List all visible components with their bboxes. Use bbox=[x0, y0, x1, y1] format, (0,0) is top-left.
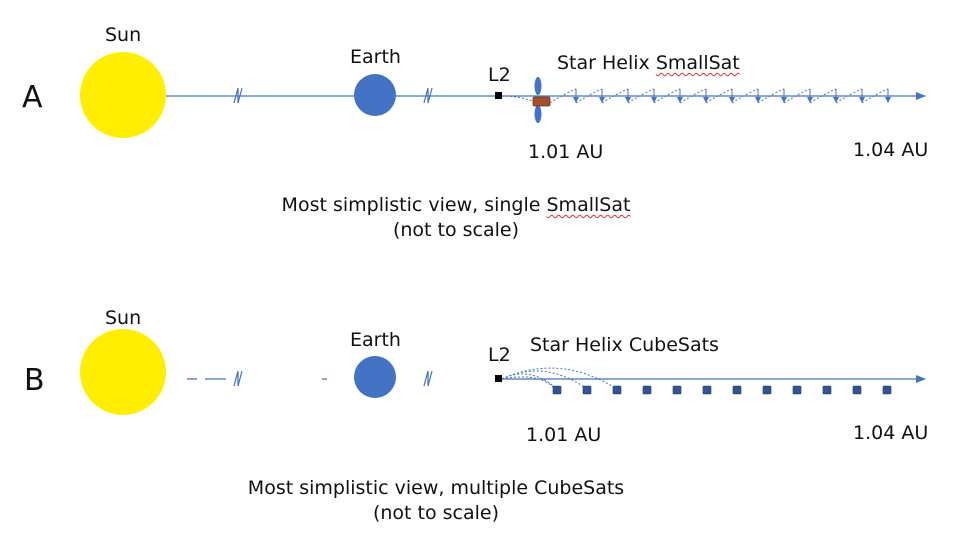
panel-a-caption-line1: Most simplistic view, single SmallSat bbox=[236, 193, 676, 218]
panel-a-au-start: 1.01 AU bbox=[528, 141, 604, 163]
panel-b-cubesats bbox=[552, 385, 892, 395]
panel-b-caption-line1: Most simplistic view, multiple CubeSats bbox=[247, 477, 625, 499]
panel-a-au-end: 1.04 AU bbox=[853, 139, 929, 161]
panel-b-title: Star Helix CubeSats bbox=[530, 334, 719, 356]
panel-a-title: Star Helix SmallSat bbox=[557, 54, 740, 73]
panel-a-caption-flagged: SmallSat bbox=[546, 194, 631, 216]
cubesat bbox=[582, 385, 592, 395]
panel-a-transfer-arc bbox=[501, 95, 536, 103]
panel-b-au-end: 1.04 AU bbox=[853, 422, 929, 444]
panel-a-l2-marker bbox=[495, 92, 502, 99]
panel-b-sun-label: Sun bbox=[105, 307, 142, 329]
cubesat bbox=[552, 385, 562, 395]
panel-b-earth bbox=[354, 356, 396, 398]
panel-a-axis-break-2 bbox=[423, 87, 433, 104]
panel-a-caption: Most simplistic view, single SmallSat (n… bbox=[236, 193, 676, 243]
panel-a-sun bbox=[80, 52, 166, 138]
panel-a-title-flagged: SmallSat bbox=[655, 52, 740, 74]
panel-a-caption-prefix: Most simplistic view, single bbox=[281, 194, 547, 216]
panel-b-axis-break-1 bbox=[233, 370, 243, 387]
cubesat bbox=[612, 385, 622, 395]
panel-b-au-start: 1.01 AU bbox=[526, 424, 602, 446]
cubesat bbox=[672, 385, 682, 395]
panel-b-axis-break-2 bbox=[423, 370, 433, 387]
deployment-arc bbox=[501, 376, 556, 390]
panel-b-deployment-arcs bbox=[501, 367, 618, 390]
panel-a-earth bbox=[354, 74, 396, 116]
cubesat bbox=[702, 385, 712, 395]
deployment-arc bbox=[501, 367, 618, 390]
cubesat bbox=[822, 385, 832, 395]
cubesat bbox=[642, 385, 652, 395]
cubesat bbox=[762, 385, 772, 395]
panel-a-title-prefix: Star Helix bbox=[557, 52, 656, 74]
panel-a-letter: A bbox=[22, 80, 43, 115]
panel-a bbox=[80, 52, 926, 138]
cubesat bbox=[882, 385, 892, 395]
panel-b-earth-label: Earth bbox=[350, 329, 401, 351]
panel-a-drift-path bbox=[549, 88, 891, 104]
cubesat bbox=[732, 385, 742, 395]
panel-b-l2-label: L2 bbox=[488, 344, 511, 366]
panel-a-caption-line2: (not to scale) bbox=[392, 219, 520, 241]
panel-b-sun bbox=[80, 329, 166, 415]
panel-b-l2-marker bbox=[495, 375, 502, 382]
cubesat bbox=[792, 385, 802, 395]
cubesat bbox=[852, 385, 862, 395]
panel-a-axis-break-1 bbox=[233, 87, 243, 104]
panel-a-earth-label: Earth bbox=[350, 46, 401, 68]
panel-b-caption: Most simplistic view, multiple CubeSats … bbox=[216, 476, 656, 526]
panel-b bbox=[80, 329, 926, 415]
panel-a-sun-label: Sun bbox=[105, 24, 142, 46]
panel-b-caption-line2: (not to scale) bbox=[372, 502, 500, 524]
panel-b-letter: B bbox=[24, 363, 45, 398]
panel-a-l2-label: L2 bbox=[488, 64, 511, 86]
smallsat-icon bbox=[532, 77, 551, 123]
